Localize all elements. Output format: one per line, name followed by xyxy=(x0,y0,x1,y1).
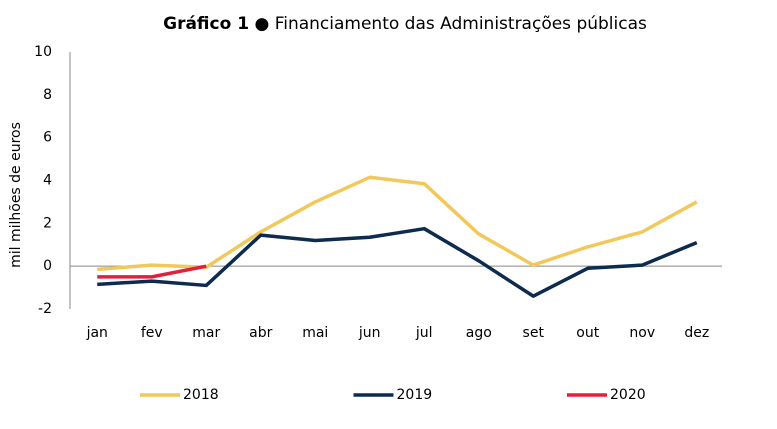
x-tick-label: ago xyxy=(466,325,492,341)
x-tick-label: mai xyxy=(302,325,328,341)
x-tick-label: abr xyxy=(249,325,272,341)
series-line xyxy=(97,175,698,272)
x-tick-label: dez xyxy=(684,325,709,341)
x-tick-label: mar xyxy=(192,325,220,341)
series-line xyxy=(97,264,207,279)
x-tick-label: jan xyxy=(86,325,108,341)
series-line xyxy=(97,226,698,298)
legend-label: 2020 xyxy=(610,387,646,403)
x-tick-label: jul xyxy=(415,325,433,341)
x-tick-label: out xyxy=(576,325,599,341)
y-tick-label: -2 xyxy=(38,301,52,317)
x-tick-label: fev xyxy=(141,325,163,341)
y-tick-label: 10 xyxy=(34,44,52,60)
chart-title: Gráfico 1 ● Financiamento das Administra… xyxy=(163,14,647,34)
y-tick-label: 8 xyxy=(43,87,52,103)
x-tick-label: set xyxy=(523,325,545,341)
y-tick-label: 2 xyxy=(43,215,52,231)
legend-label: 2018 xyxy=(183,387,219,403)
y-tick-label: 4 xyxy=(43,173,52,189)
y-tick-label: 0 xyxy=(43,258,52,274)
x-tick-label: jun xyxy=(358,325,381,341)
legend-label: 2019 xyxy=(397,387,433,403)
chart-title-label: Gráfico 1 xyxy=(163,14,249,34)
y-axis-label: mil milhões de euros xyxy=(8,122,24,268)
y-tick-label: 6 xyxy=(43,130,52,146)
x-tick-label: nov xyxy=(629,325,655,341)
chart-title-text: ● Financiamento das Administrações públi… xyxy=(254,14,647,34)
